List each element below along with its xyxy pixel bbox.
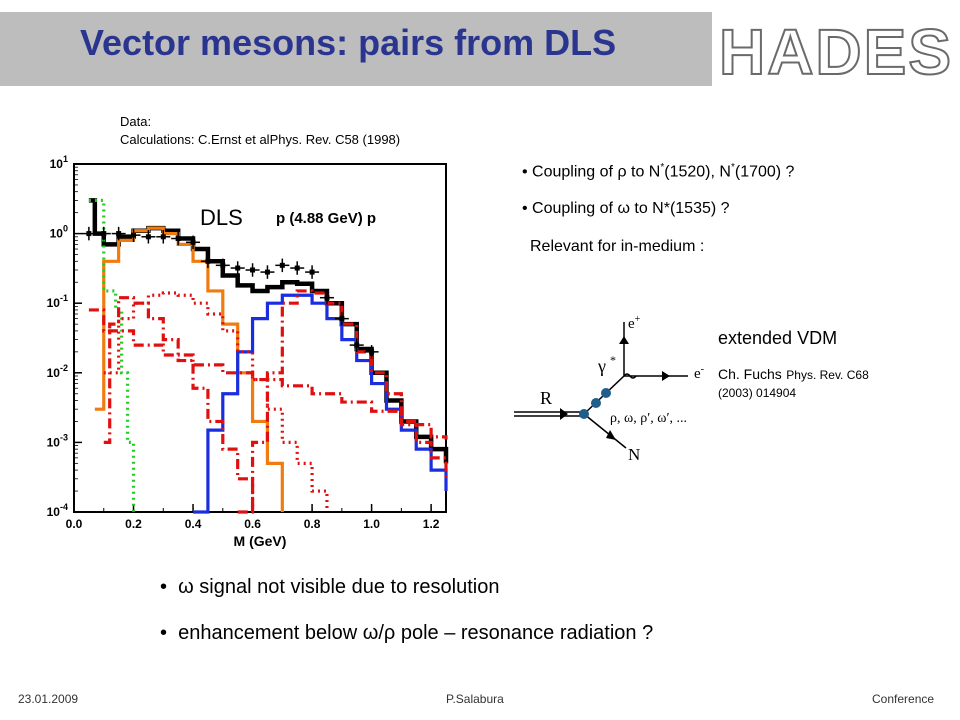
y-tick-label: 100 — [50, 224, 68, 241]
vdm-reference: Ch. Fuchs Phys. Rev. C68 — [718, 366, 869, 384]
bullet-text: (1520), N — [664, 163, 731, 181]
rho-symbol: ρ — [617, 163, 627, 181]
arrow-R — [560, 408, 568, 420]
label-eplus: e+ — [628, 314, 641, 332]
data-point — [279, 262, 285, 268]
data-point — [116, 231, 122, 237]
data-point — [86, 231, 92, 237]
superscript: * — [660, 162, 665, 173]
data-point — [175, 236, 181, 242]
series-red-dashdot — [103, 296, 255, 512]
chart-label-dls: DLS — [200, 205, 243, 230]
series-blue-solid — [193, 293, 448, 514]
label-star: * — [610, 353, 616, 367]
data-point — [324, 295, 330, 301]
bullet-text: enhancement below — [178, 622, 363, 644]
omega-rho-symbol: ω/ρ — [362, 622, 396, 644]
line-N — [583, 413, 627, 449]
bullet-text: Coupling of — [532, 163, 618, 181]
bullet-text: pole – resonance radiation ? — [395, 622, 654, 644]
bullet-text: signal not visible due to resolution — [193, 576, 500, 598]
bullet-text: to N*(1535) ? — [629, 200, 730, 217]
data-point — [145, 234, 151, 240]
bullet-omega-resolution: • ω signal not visible due to resolution — [160, 576, 500, 598]
data-point — [235, 265, 241, 271]
label-gamma: γ — [597, 356, 606, 376]
vdm-title: extended VDM — [718, 328, 838, 348]
bullet-omega-coupling: • Coupling of ω to N*(1535) ? — [522, 200, 730, 217]
y-tick-label: 10-2 — [47, 363, 68, 380]
bullet-enhancement: • enhancement below ω/ρ pole – resonance… — [160, 622, 654, 644]
vdm-author: Ch. Fuchs — [718, 366, 782, 382]
slide-title: Vector mesons: pairs from DLS — [80, 22, 617, 63]
bullet-text: Coupling of — [532, 200, 618, 217]
vertex-top — [601, 388, 611, 398]
feynman-diagram: R γ * e+ e- ρ, ω, ρ′, ω′, ... N — [514, 314, 704, 464]
arrow-eplus — [619, 336, 629, 344]
footer-date: 23.01.2009 — [18, 692, 79, 706]
footer-venue: Conference — [872, 692, 935, 706]
label-mesons: ρ, ω, ρ′, ω′, ... — [610, 411, 687, 426]
label-R: R — [540, 388, 552, 408]
hades-logo: HADES — [712, 12, 960, 86]
x-tick-label: 0.4 — [185, 517, 202, 531]
data-point — [220, 262, 226, 268]
data-point — [250, 267, 256, 273]
relevant-text: Relevant for in-medium : — [530, 238, 705, 255]
arrow-N — [606, 430, 616, 440]
data-point — [101, 231, 107, 237]
calc-label: Calculations: C.Ernst et alPhys. Rev. C5… — [120, 132, 401, 147]
superscript: * — [730, 162, 735, 173]
plot-frame — [73, 163, 447, 513]
omega-symbol: ω — [178, 576, 194, 598]
x-tick-label: 1.2 — [423, 517, 440, 531]
data-point — [354, 342, 360, 348]
vertex-main — [579, 409, 589, 419]
y-tick-label: 10-4 — [47, 502, 68, 519]
bullet-rho-coupling: • Coupling of ρ to N*(1520), N*(1700) ? — [522, 162, 795, 181]
y-tick-label: 10-1 — [47, 293, 68, 310]
data-point — [131, 232, 137, 238]
x-tick-label: 0.6 — [244, 517, 261, 531]
footer-author: P.Salabura — [446, 692, 504, 706]
x-axis-label: M (GeV) — [234, 533, 287, 549]
chart-label-reaction: p (4.88 GeV) p — [276, 210, 376, 227]
bullet-text: to N — [626, 163, 661, 181]
x-tick-label: 0.0 — [66, 517, 83, 531]
y-tick-label: 101 — [50, 154, 68, 171]
data-point — [264, 269, 270, 275]
dls-spectrum-chart: 0.0 0.2 0.4 0.6 0.8 1.0 1.2 101 100 10-1 10-2 10-3 1… — [47, 154, 449, 549]
vdm-ref-line1: Phys. Rev. C68 — [786, 368, 869, 382]
bullet-text: (1700) ? — [734, 163, 795, 181]
x-tick-label: 0.2 — [125, 517, 142, 531]
data-point — [160, 234, 166, 240]
vdm-ref-line2: (2003) 014904 — [718, 386, 797, 400]
label-eminus: e- — [694, 364, 704, 382]
data-point — [309, 269, 315, 275]
logo-text: HADES — [719, 16, 953, 86]
series-green-dotted — [88, 198, 136, 512]
x-tick-label: 0.8 — [304, 517, 321, 531]
label-N: N — [628, 445, 640, 464]
series-red-dotted — [103, 291, 329, 512]
x-tick-label: 1.0 — [363, 517, 380, 531]
data-point — [205, 258, 211, 264]
vertex-mid — [591, 398, 601, 408]
data-label: Data: — [120, 114, 152, 129]
arrow-eminus — [662, 371, 670, 381]
data-point — [294, 265, 300, 271]
y-tick-label: 10-3 — [47, 432, 68, 449]
data-point — [190, 239, 196, 245]
omega-symbol: ω — [617, 200, 630, 217]
data-point — [339, 316, 345, 322]
data-point — [369, 349, 375, 355]
